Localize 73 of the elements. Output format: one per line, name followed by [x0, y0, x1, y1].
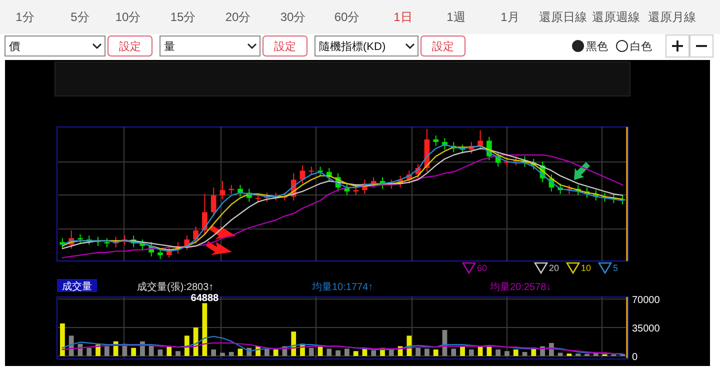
bar [496, 349, 501, 356]
candlestick [193, 226, 198, 244]
bar [176, 351, 180, 356]
text: 10分 [115, 10, 141, 24]
bar [460, 346, 465, 356]
text: 設定 [274, 40, 296, 53]
candlestick [220, 180, 226, 200]
text: 15分 [170, 10, 196, 24]
legend-label: 10 [581, 263, 592, 273]
bar [220, 352, 225, 356]
chart-title: 成交量 [62, 280, 92, 292]
bar [371, 350, 376, 356]
bar [504, 351, 510, 356]
bar [424, 348, 430, 356]
text: 還原月線 [648, 10, 696, 24]
text: 5分 [70, 10, 90, 24]
bar [148, 345, 154, 356]
bar [273, 349, 278, 356]
bar [344, 348, 350, 356]
bar [522, 352, 528, 356]
bar [158, 349, 163, 356]
y-tick-label: 70000 [632, 295, 660, 306]
series-label: 成交量(張):2803↑ [137, 281, 214, 293]
text: 均量20:2578↓ [489, 281, 552, 293]
text: 1日 [394, 10, 412, 24]
text: 1月 [500, 10, 520, 24]
bar [166, 346, 172, 356]
text: 設定 [119, 40, 141, 53]
bar [468, 349, 474, 356]
text: 白色 [630, 41, 652, 53]
candlestick [478, 130, 483, 150]
bar [388, 349, 394, 356]
text: 黑色 [586, 41, 608, 53]
candlestick [202, 194, 208, 235]
bar [211, 349, 216, 356]
bar [336, 350, 340, 356]
legend-label: 5 [613, 263, 618, 273]
bar [104, 346, 110, 356]
bar [60, 323, 65, 356]
text: 20分 [225, 10, 251, 24]
bar [308, 348, 314, 356]
bar [131, 348, 136, 356]
text: 30分 [280, 10, 306, 24]
text: 均量10:1774↑ [311, 281, 374, 293]
candlestick [210, 187, 216, 217]
bar [451, 348, 456, 356]
text: 價 [9, 41, 20, 53]
bar [433, 349, 438, 356]
legend-label: 20 [549, 263, 560, 273]
y-tick-label: 35000 [632, 324, 660, 334]
candlestick [433, 135, 439, 146]
text: 還原週線 [592, 10, 640, 24]
text: 隨機指標(KD) [319, 41, 386, 53]
candlestick [104, 238, 110, 248]
y-tick-label: 0 [632, 352, 638, 363]
text: 1分 [16, 10, 34, 24]
bar [238, 348, 243, 356]
bar [513, 349, 518, 356]
bar [558, 352, 563, 356]
legend-label: 60 [477, 263, 488, 273]
bar [228, 352, 234, 356]
text: 60分 [334, 10, 360, 24]
text: 還原日線 [539, 10, 587, 24]
text: 1週 [446, 10, 466, 24]
line-series [62, 342, 624, 354]
bar [86, 348, 92, 356]
bar [326, 348, 332, 356]
text: 量 [164, 41, 175, 53]
bar [353, 351, 358, 356]
candlestick [78, 234, 83, 244]
candlestick [318, 166, 323, 176]
bar [416, 348, 421, 356]
text: 設定 [432, 40, 454, 53]
